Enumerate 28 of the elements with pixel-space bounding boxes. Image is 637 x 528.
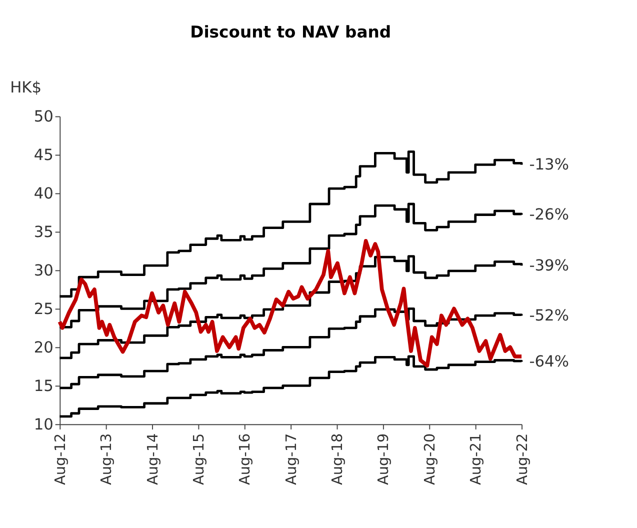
- chart-title: Discount to NAV band: [190, 22, 392, 42]
- y-tick-label: 10: [34, 415, 54, 434]
- x-tick-label: Aug-19: [376, 433, 392, 486]
- x-tick-label: Aug-21: [468, 433, 485, 486]
- x-tick-label: Aug-18: [330, 433, 346, 486]
- x-tick-label: Aug-22: [514, 433, 531, 486]
- x-tick-label: Aug-12: [52, 433, 69, 486]
- series-label: -26%: [529, 206, 569, 224]
- x-tick-label: Aug-15: [191, 433, 208, 486]
- x-tick-label: Aug-17: [284, 433, 300, 486]
- y-tick-label: 40: [34, 184, 54, 202]
- x-tick-label: Aug-20: [422, 433, 438, 486]
- x-tick-label: Aug-14: [145, 433, 162, 486]
- y-tick-label: 35: [34, 222, 54, 241]
- y-tick-label: 15: [34, 376, 54, 395]
- y-tick-label: 50: [34, 108, 54, 126]
- y-tick-label: 20: [34, 338, 54, 356]
- y-axis-title: HK$: [10, 78, 42, 97]
- x-tick-label: Aug-13: [99, 433, 116, 486]
- series-label: -13%: [529, 156, 569, 174]
- x-tick-label: Aug-16: [238, 433, 254, 486]
- series-label: -64%: [529, 352, 569, 371]
- series-label: -39%: [529, 256, 569, 274]
- y-tick-label: 25: [34, 300, 54, 318]
- series-label: -52%: [529, 306, 569, 324]
- y-tick-label: 30: [34, 261, 54, 280]
- line-series: [58, 239, 524, 368]
- y-tick-label: 45: [34, 146, 54, 164]
